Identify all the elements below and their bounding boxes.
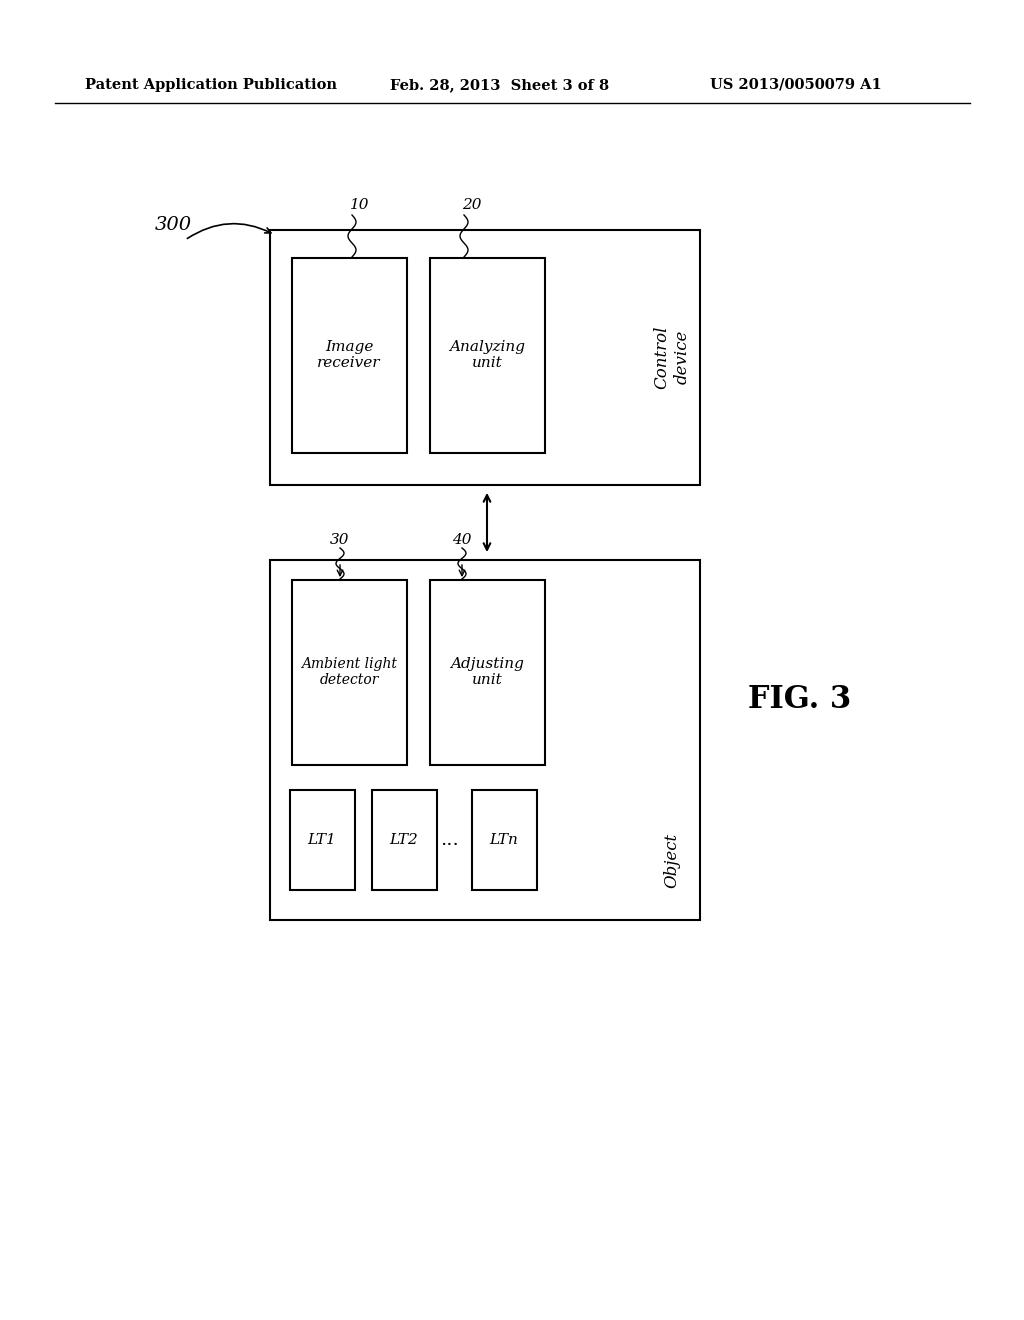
- Text: LT2: LT2: [389, 833, 419, 847]
- Text: Ambient light
detector: Ambient light detector: [301, 657, 397, 688]
- Text: Patent Application Publication: Patent Application Publication: [85, 78, 337, 92]
- Text: US 2013/0050079 A1: US 2013/0050079 A1: [710, 78, 882, 92]
- Bar: [372, 789, 437, 890]
- Text: 20: 20: [462, 198, 481, 213]
- Text: 10: 10: [350, 198, 370, 213]
- Text: 40: 40: [452, 533, 471, 546]
- Text: Analyzing
unit: Analyzing unit: [449, 339, 525, 370]
- Bar: [430, 257, 545, 453]
- Bar: [270, 230, 700, 484]
- Bar: [472, 789, 537, 890]
- Text: Adjusting
unit: Adjusting unit: [451, 657, 524, 688]
- Bar: [430, 579, 545, 766]
- Text: Object: Object: [664, 833, 681, 887]
- Bar: [292, 257, 407, 453]
- Text: LT1: LT1: [307, 833, 336, 847]
- Text: Feb. 28, 2013  Sheet 3 of 8: Feb. 28, 2013 Sheet 3 of 8: [390, 78, 609, 92]
- Bar: [290, 789, 355, 890]
- Text: 300: 300: [155, 216, 193, 234]
- Bar: [292, 579, 407, 766]
- Bar: [270, 560, 700, 920]
- Text: 30: 30: [330, 533, 349, 546]
- Text: Control
device: Control device: [653, 325, 690, 389]
- Text: ...: ...: [440, 832, 460, 849]
- Text: LTn: LTn: [489, 833, 518, 847]
- Text: FIG. 3: FIG. 3: [749, 685, 852, 715]
- Text: Image
receiver: Image receiver: [317, 339, 381, 370]
